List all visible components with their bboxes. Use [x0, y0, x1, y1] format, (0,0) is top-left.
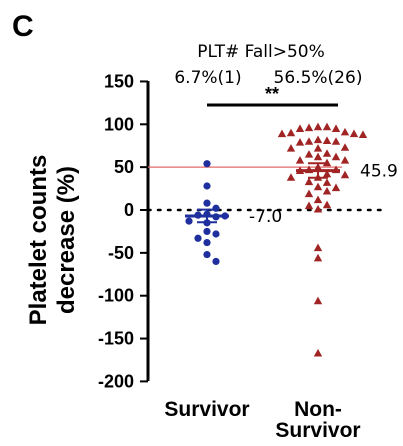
survivor-point: [212, 204, 220, 212]
y-tick-label: -50: [108, 243, 134, 263]
non-survivor-point: [313, 348, 323, 357]
non-survivor-point: [331, 137, 341, 145]
y-tick-label: -100: [98, 286, 134, 306]
survivor-point: [203, 238, 211, 247]
significance-label: **: [265, 84, 279, 104]
survivor-point: [203, 250, 211, 259]
non-survivor-point: [313, 152, 323, 161]
panel-label: C: [12, 10, 34, 43]
data-points: [185, 122, 368, 357]
non-survivor-point: [331, 152, 341, 161]
non-survivor-point: [313, 243, 323, 252]
non-survivor-point: [313, 195, 323, 204]
header-title: PLT# Fall>50%: [197, 42, 325, 62]
non-survivor-point: [322, 169, 332, 178]
y-ticks: 150 100 50 0 -50 -100 -150 -200: [98, 71, 148, 391]
survivor-point: [203, 227, 211, 236]
non-survivor-point: [340, 143, 350, 151]
non-survivor-point: [304, 177, 314, 186]
y-tick-label: -200: [98, 371, 134, 391]
non-survivor-point: [313, 144, 323, 152]
y-tick-label: -150: [98, 329, 134, 349]
x-category-label: Non-: [294, 398, 342, 421]
y-tick-label: 0: [124, 200, 134, 220]
non-survivor-point: [295, 124, 305, 132]
non-survivor-point: [340, 127, 350, 136]
non-survivor-point: [304, 150, 314, 158]
mean-value-label: 45.9: [360, 162, 398, 182]
non-survivor-point: [295, 138, 305, 146]
y-tick-label: 50: [114, 157, 134, 177]
mean-value-label: -7.0: [249, 207, 282, 227]
non-survivor-point: [322, 200, 332, 209]
survivor-point: [212, 230, 220, 238]
non-survivor-point: [322, 186, 332, 195]
non-survivor-point: [286, 128, 296, 137]
non-survivor-point: [313, 182, 323, 191]
non-survivor-point: [277, 129, 287, 138]
non-survivor-point: [286, 173, 296, 181]
non-survivor-point: [313, 296, 323, 305]
non-survivor-point: [304, 201, 314, 210]
mean-sem-markers: -7.0 45.9: [185, 162, 398, 227]
non-survivor-point: [340, 170, 350, 179]
survivor-point: [203, 199, 211, 207]
y-tick-label: 150: [104, 71, 134, 91]
x-category-label: Survivor: [275, 419, 360, 442]
y-tick-label: 100: [104, 114, 134, 134]
non-survivor-point: [295, 156, 305, 164]
non-survivor-point: [313, 253, 323, 262]
y-axis-label-line2: decrease (%): [53, 166, 80, 314]
non-survivor-point: [358, 130, 368, 138]
non-survivor-point: [322, 149, 332, 157]
y-axis-label: Platelet counts decrease (%): [25, 155, 80, 326]
non-survivor-point: [322, 136, 332, 144]
non-survivor-point: [313, 122, 323, 131]
header-value-non-survivor: 56.5%(26): [274, 68, 363, 88]
non-survivor-point: [349, 129, 359, 138]
survivor-point: [185, 217, 193, 225]
non-survivor-point: [340, 156, 350, 164]
non-survivor-point: [304, 189, 314, 198]
non-survivor-point: [286, 144, 296, 152]
y-axis-label-line1: Platelet counts: [25, 155, 52, 326]
non-survivor-point: [322, 178, 332, 186]
x-category-labels: Survivor Non-Survivor: [164, 398, 360, 442]
non-survivor-point: [304, 123, 314, 132]
non-survivor-point: [331, 124, 341, 132]
reference-lines: [146, 166, 384, 212]
non-survivor-point: [331, 183, 341, 192]
x-category-label: Survivor: [164, 398, 249, 421]
header-value-survivor: 6.7%(1): [174, 68, 241, 88]
survivor-point: [212, 257, 220, 266]
survivor-point: [194, 234, 202, 242]
non-survivor-point: [304, 137, 314, 145]
survivor-point: [203, 182, 211, 190]
non-survivor-point: [313, 135, 323, 144]
non-survivor-point: [322, 122, 332, 131]
non-survivor-point: [313, 204, 323, 213]
survivor-point: [203, 160, 211, 168]
